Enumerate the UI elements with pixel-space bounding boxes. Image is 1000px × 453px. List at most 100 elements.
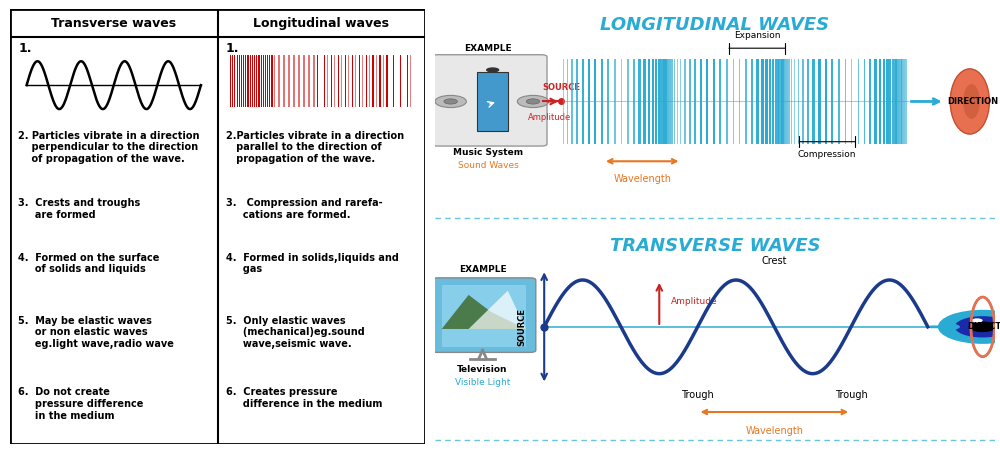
Bar	[345, 55, 346, 107]
Text: EXAMPLE: EXAMPLE	[459, 265, 506, 274]
Text: DIRECTION: DIRECTION	[967, 323, 1000, 331]
Bar	[889, 59, 891, 144]
Bar	[733, 59, 734, 144]
Bar	[278, 55, 280, 107]
Bar	[726, 59, 728, 144]
Bar	[899, 59, 900, 144]
Bar	[258, 55, 260, 107]
Bar	[324, 55, 325, 107]
Bar	[751, 59, 753, 144]
Bar	[807, 59, 809, 144]
Text: Amplitude: Amplitude	[670, 297, 717, 306]
Bar	[655, 59, 657, 144]
Bar	[652, 59, 654, 144]
Bar	[669, 59, 671, 144]
Text: Wavelength: Wavelength	[745, 426, 803, 436]
Bar	[769, 59, 771, 144]
Bar	[247, 55, 249, 107]
Text: EXAMPLE: EXAMPLE	[464, 43, 512, 53]
Bar	[317, 55, 318, 107]
Bar	[677, 59, 678, 144]
Text: 1.: 1.	[226, 42, 239, 55]
Bar	[571, 59, 573, 144]
Bar	[879, 59, 881, 144]
Text: 5.  Only elastic waves
     (mechanical)eg.sound
     wave,seismic wave.: 5. Only elastic waves (mechanical)eg.sou…	[226, 316, 365, 349]
Ellipse shape	[963, 84, 980, 119]
Bar	[858, 59, 859, 144]
Bar	[293, 55, 295, 107]
Text: Wavelength: Wavelength	[613, 173, 671, 183]
Bar	[303, 55, 305, 107]
Bar	[777, 59, 779, 144]
Bar	[352, 55, 353, 107]
Bar	[901, 59, 903, 144]
Bar	[802, 59, 804, 144]
Text: DIRECTION: DIRECTION	[947, 97, 999, 106]
Circle shape	[955, 316, 1000, 337]
Bar	[713, 59, 715, 144]
Circle shape	[971, 318, 983, 323]
Text: 2.Particles vibrate in a direction
   parallel to the direction of
   propagatio: 2.Particles vibrate in a direction paral…	[226, 131, 404, 164]
Bar	[778, 59, 780, 144]
Bar	[627, 59, 629, 144]
Bar	[359, 55, 360, 107]
Bar	[563, 59, 564, 144]
Bar	[783, 59, 785, 144]
Bar	[366, 55, 367, 107]
Text: SOURCE: SOURCE	[543, 83, 581, 92]
Text: Amplitude: Amplitude	[528, 113, 571, 122]
Bar	[594, 59, 596, 144]
Text: 4.  Formed in solids,liquids and
     gas: 4. Formed in solids,liquids and gas	[226, 253, 399, 274]
Bar	[386, 55, 388, 107]
Bar	[883, 59, 885, 144]
Bar	[243, 55, 244, 107]
Bar	[274, 55, 275, 107]
Bar	[782, 59, 784, 144]
Circle shape	[435, 96, 466, 107]
Bar	[900, 59, 902, 144]
Bar	[633, 59, 635, 144]
Bar	[254, 55, 255, 107]
Bar	[601, 59, 603, 144]
Polygon shape	[442, 295, 526, 329]
Bar	[298, 55, 300, 107]
Bar	[271, 55, 273, 107]
Circle shape	[444, 99, 457, 104]
Bar	[903, 59, 905, 144]
Bar	[658, 59, 660, 144]
Bar	[895, 59, 897, 144]
Text: Music System: Music System	[453, 148, 523, 157]
Bar	[269, 55, 270, 107]
Bar	[250, 55, 251, 107]
Bar	[780, 59, 782, 144]
Bar	[898, 59, 899, 144]
Bar	[663, 59, 665, 144]
Text: Trough: Trough	[835, 390, 867, 400]
Bar	[794, 59, 795, 144]
Bar	[761, 59, 764, 144]
Text: 3.   Compression and rarefa-
     cations are formed.: 3. Compression and rarefa- cations are f…	[226, 198, 382, 220]
Bar	[621, 59, 622, 144]
Bar	[680, 59, 681, 144]
Bar	[864, 59, 865, 144]
Text: 3.  Crests and troughs
     are formed: 3. Crests and troughs are formed	[18, 198, 141, 220]
Bar	[798, 59, 799, 144]
Bar	[232, 55, 233, 107]
Bar	[643, 59, 646, 144]
Bar	[576, 59, 578, 144]
Bar	[765, 59, 768, 144]
Bar	[660, 59, 662, 144]
Bar	[372, 55, 374, 107]
Text: SOURCE: SOURCE	[517, 308, 526, 346]
Bar	[786, 59, 788, 144]
Bar	[234, 55, 235, 107]
Text: 5.  May be elastic waves
     or non elastic waves
     eg.light wave,radio wave: 5. May be elastic waves or non elastic w…	[18, 316, 174, 349]
Bar	[261, 55, 262, 107]
Text: LONGITUDINAL WAVES: LONGITUDINAL WAVES	[600, 15, 830, 34]
Circle shape	[517, 96, 549, 107]
Bar	[407, 55, 408, 107]
Bar	[245, 55, 246, 107]
FancyBboxPatch shape	[432, 278, 536, 352]
Bar	[785, 59, 786, 144]
Circle shape	[526, 99, 540, 104]
